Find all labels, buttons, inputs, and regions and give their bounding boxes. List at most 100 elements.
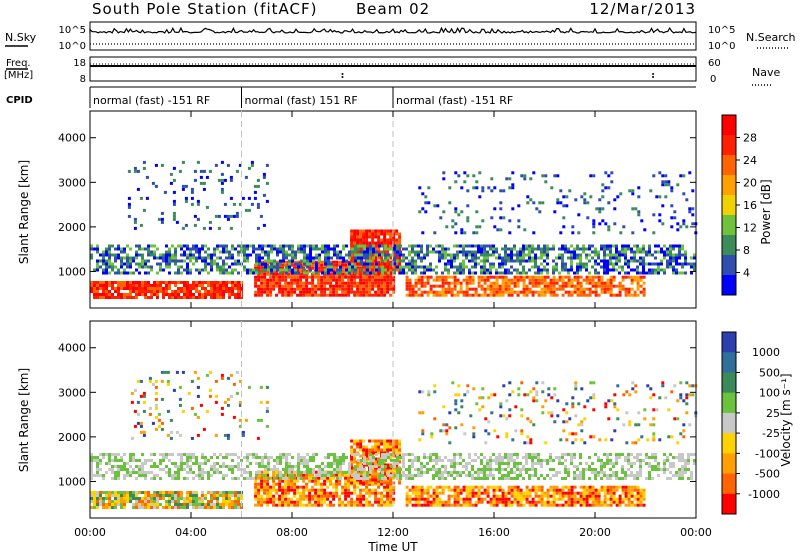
scatter-cell: [389, 469, 393, 473]
scatter-cell: [423, 284, 427, 288]
scatter-cell: [408, 477, 411, 480]
scatter-cell: [297, 471, 300, 474]
scatter-cell: [371, 281, 375, 285]
scatter-cell: [558, 256, 561, 260]
scatter-cell: [498, 494, 502, 498]
scatter-cell: [150, 500, 153, 503]
scatter-cell: [633, 259, 636, 263]
scatter-cell: [312, 256, 315, 260]
scatter-cell: [338, 473, 342, 477]
scatter-cell: [261, 268, 264, 272]
scatter-cell: [567, 275, 571, 279]
scatter-cell: [231, 262, 234, 266]
scatter-cell: [262, 175, 266, 179]
scatter-cell: [365, 497, 369, 501]
scatter-cell: [162, 259, 165, 263]
scatter-cell: [402, 471, 405, 474]
scatter-cell: [156, 494, 159, 497]
scatter-cell: [594, 290, 598, 294]
scatter-cell: [676, 183, 680, 187]
scatter-cell: [372, 244, 375, 248]
scatter-cell: [383, 481, 387, 485]
scatter-cell: [371, 287, 375, 291]
scatter-cell: [477, 488, 481, 492]
scatter-cell: [141, 265, 144, 269]
scatter-cell: [386, 284, 390, 288]
scatter-cell: [192, 471, 195, 474]
scatter-cell: [111, 468, 114, 471]
scatter-cell: [120, 250, 123, 254]
scatter-cell: [516, 503, 520, 507]
scatter-cell: [389, 293, 393, 297]
scatter-cell: [684, 253, 687, 257]
scatter-cell: [624, 491, 628, 495]
scatter-cell: [114, 253, 117, 257]
scatter-cell: [432, 503, 436, 507]
scatter-cell: [186, 256, 189, 260]
scatter-cell: [510, 287, 514, 291]
scatter-cell: [417, 281, 421, 285]
scatter-cell: [561, 494, 565, 498]
scatter-cell: [429, 284, 433, 288]
scatter-cell: [354, 244, 357, 248]
scatter-cell: [126, 284, 129, 287]
scatter-cell: [478, 195, 482, 199]
scatter-cell: [190, 202, 194, 206]
scatter-cell: [489, 247, 492, 251]
scatter-cell: [306, 259, 309, 263]
scatter-cell: [606, 491, 610, 495]
scatter-cell: [690, 265, 693, 269]
scatter-cell: [492, 290, 496, 294]
scatter-cell: [631, 189, 635, 193]
scatter-cell: [513, 497, 517, 501]
scatter-cell: [498, 253, 501, 257]
scatter-cell: [293, 473, 297, 477]
scatter-cell: [381, 468, 384, 471]
scatter-cell: [588, 244, 591, 248]
scatter-cell: [429, 268, 432, 272]
scatter-cell: [344, 476, 348, 480]
scatter-cell: [335, 491, 339, 495]
scatter-cell: [141, 247, 144, 251]
scatter-cell: [648, 271, 651, 275]
scatter-cell: [389, 241, 393, 245]
scatter-cell: [359, 439, 363, 443]
scatter-cell: [222, 262, 225, 266]
scatter-cell: [624, 494, 628, 498]
scatter-cell: [540, 247, 543, 251]
scatter-cell: [444, 485, 448, 489]
scatter-cell: [543, 491, 547, 495]
scatter-cell: [222, 290, 225, 293]
scatter-cell: [546, 491, 550, 495]
scatter-cell: [329, 494, 333, 498]
scatter-cell: [462, 485, 466, 489]
scatter-cell: [386, 241, 390, 245]
scatter-cell: [126, 474, 129, 477]
scatter-cell: [423, 503, 427, 507]
scatter-cell: [663, 244, 666, 248]
scatter-cell: [609, 253, 612, 257]
scatter-cell: [675, 259, 678, 263]
scatter-cell: [275, 281, 279, 285]
scatter-cell: [260, 488, 264, 492]
scatter-cell: [324, 244, 327, 248]
scatter-cell: [501, 287, 505, 291]
scatter-cell: [99, 259, 102, 263]
scatter-cell: [135, 465, 138, 468]
scatter-cell: [294, 271, 297, 275]
scatter-cell: [231, 506, 234, 509]
scatter-cell: [141, 491, 144, 494]
scatter-cell: [637, 210, 641, 214]
scatter-cell: [243, 477, 246, 480]
scatter-cell: [603, 256, 606, 260]
scatter-cell: [441, 290, 445, 294]
scatter-cell: [270, 250, 273, 254]
scatter-cell: [398, 451, 402, 455]
scatter-cell: [510, 281, 514, 285]
scatter-cell: [195, 244, 198, 248]
scatter-cell: [275, 293, 279, 297]
scatter-cell: [495, 275, 499, 279]
scatter-cell: [561, 275, 565, 279]
scatter-cell: [435, 494, 439, 498]
scatter-cell: [281, 278, 285, 282]
